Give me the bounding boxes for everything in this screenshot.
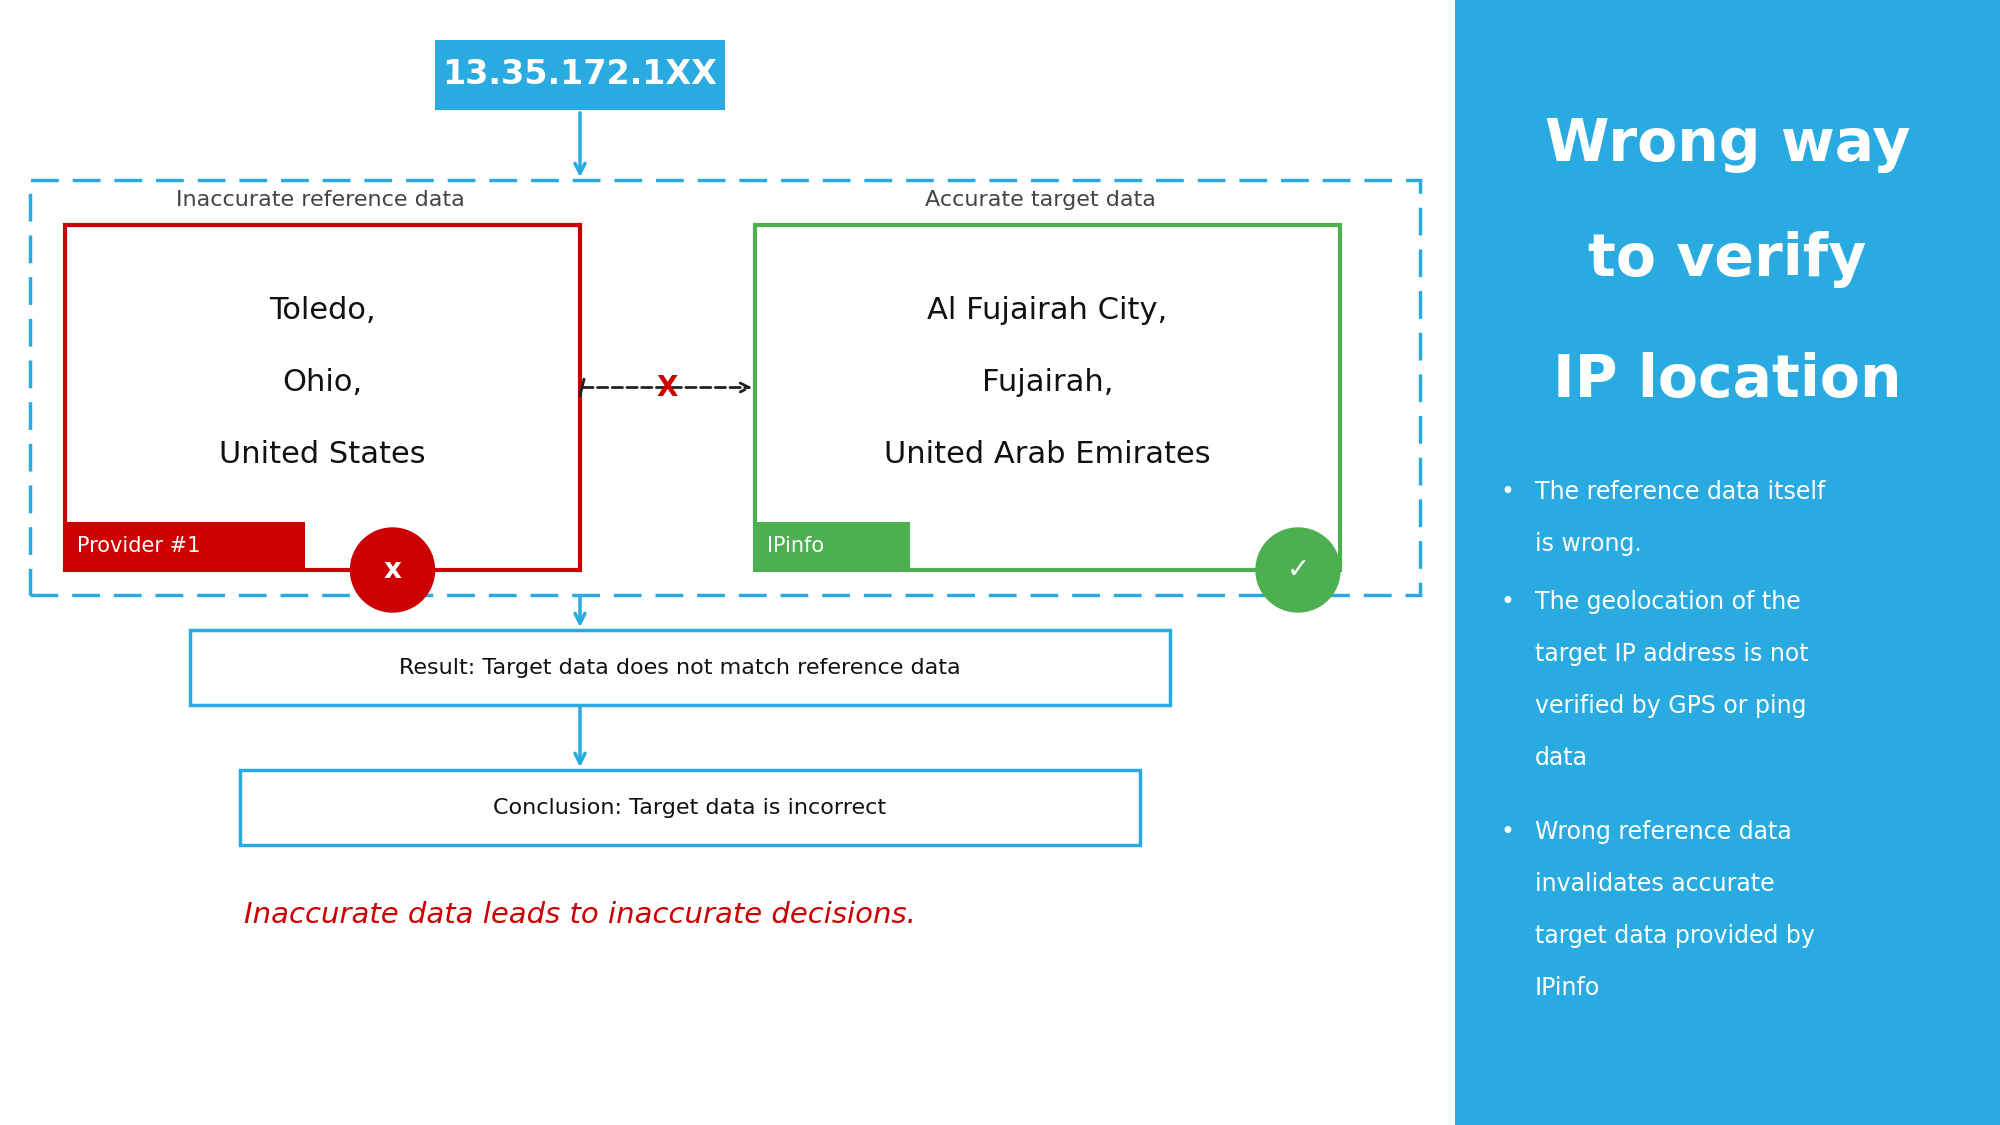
Text: Inaccurate reference data: Inaccurate reference data [176, 190, 464, 210]
Text: Fujairah,: Fujairah, [982, 368, 1114, 397]
Text: The geolocation of the: The geolocation of the [1536, 590, 1800, 614]
FancyBboxPatch shape [64, 522, 304, 570]
Text: to verify: to verify [1588, 232, 1866, 288]
Text: •: • [1500, 820, 1514, 844]
FancyBboxPatch shape [190, 630, 1170, 705]
Text: Result: Target data does not match reference data: Result: Target data does not match refer… [400, 657, 960, 677]
Text: Ohio,: Ohio, [282, 368, 362, 397]
Text: Al Fujairah City,: Al Fujairah City, [928, 296, 1168, 325]
FancyBboxPatch shape [434, 40, 724, 110]
Text: Conclusion: Target data is incorrect: Conclusion: Target data is incorrect [494, 798, 886, 818]
Text: x: x [384, 556, 402, 584]
Text: X: X [656, 374, 678, 402]
Text: IPinfo: IPinfo [1536, 976, 1600, 1000]
Text: target IP address is not: target IP address is not [1536, 642, 1808, 666]
Circle shape [1256, 528, 1340, 612]
Text: United Arab Emirates: United Arab Emirates [884, 440, 1210, 469]
Text: Inaccurate data leads to inaccurate decisions.: Inaccurate data leads to inaccurate deci… [244, 901, 916, 929]
Text: •: • [1500, 480, 1514, 504]
Text: Provider #1: Provider #1 [76, 536, 200, 556]
Text: •: • [1500, 590, 1514, 614]
Text: is wrong.: is wrong. [1536, 532, 1642, 556]
Text: verified by GPS or ping: verified by GPS or ping [1536, 694, 1806, 718]
Text: Accurate target data: Accurate target data [924, 190, 1156, 210]
Text: Wrong way: Wrong way [1544, 117, 1910, 173]
FancyBboxPatch shape [1456, 0, 2000, 1125]
Text: ✓: ✓ [1286, 556, 1310, 584]
Text: IP location: IP location [1554, 351, 1902, 408]
FancyBboxPatch shape [64, 225, 580, 570]
Text: United States: United States [220, 440, 426, 469]
Text: 13.35.172.1XX: 13.35.172.1XX [442, 58, 718, 91]
Circle shape [350, 528, 434, 612]
Text: IPinfo: IPinfo [768, 536, 824, 556]
Text: The reference data itself: The reference data itself [1536, 480, 1826, 504]
Text: target data provided by: target data provided by [1536, 924, 1814, 948]
FancyBboxPatch shape [240, 770, 1140, 845]
Text: Toledo,: Toledo, [270, 296, 376, 325]
FancyBboxPatch shape [756, 522, 910, 570]
Text: invalidates accurate: invalidates accurate [1536, 872, 1774, 896]
Text: data: data [1536, 746, 1588, 770]
Text: Wrong reference data: Wrong reference data [1536, 820, 1792, 844]
FancyBboxPatch shape [756, 225, 1340, 570]
